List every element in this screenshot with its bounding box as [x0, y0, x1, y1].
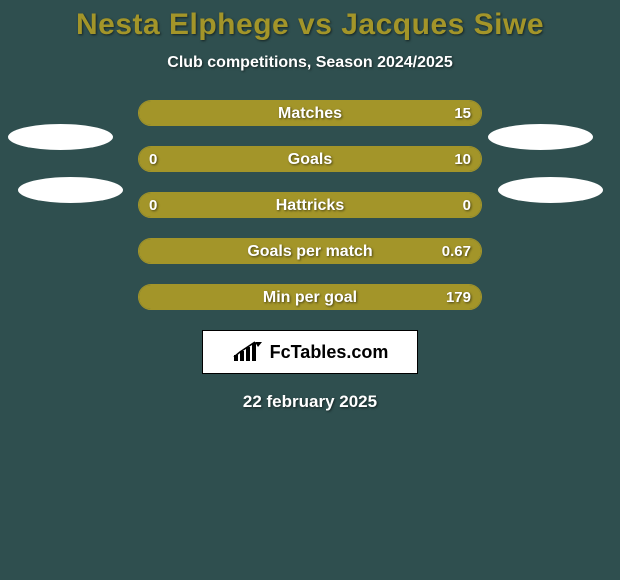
- date-line: 22 february 2025: [0, 392, 620, 412]
- player-left-ellipse-1: [8, 124, 113, 150]
- stat-label: Goals per match: [139, 239, 481, 264]
- stat-row: Matches15: [138, 100, 482, 126]
- stat-left-value: 0: [149, 193, 157, 218]
- player-right-ellipse-1: [488, 124, 593, 150]
- stat-row: Goals0 10: [138, 146, 482, 172]
- brand-box[interactable]: FcTables.com: [202, 330, 418, 374]
- subtitle: Club competitions, Season 2024/2025: [0, 54, 620, 72]
- stat-row: Min per goal179: [138, 284, 482, 310]
- comparison-card: Nesta Elphege vs Jacques Siwe Club compe…: [0, 0, 620, 580]
- player-left-ellipse-2: [18, 177, 123, 203]
- stat-right-value: 0: [463, 193, 471, 218]
- stats-container: Matches15Goals010Hattricks00Goals per ma…: [138, 100, 482, 310]
- bar-chart-icon: [232, 341, 266, 363]
- stat-right-value: 0.67: [442, 239, 471, 264]
- stat-label: Min per goal: [139, 285, 481, 310]
- stat-row: Hattricks0 0: [138, 192, 482, 218]
- page-title: Nesta Elphege vs Jacques Siwe: [0, 8, 620, 42]
- stat-right-value: 179: [446, 285, 471, 310]
- stat-left-value: 0: [149, 147, 157, 172]
- stat-right-value: 15: [454, 101, 471, 126]
- stat-right-value: 10: [454, 147, 471, 172]
- player-right-ellipse-2: [498, 177, 603, 203]
- stat-label: Hattricks: [139, 193, 481, 218]
- stat-label: Matches: [139, 101, 481, 126]
- stat-row: Goals per match0.67: [138, 238, 482, 264]
- stat-label: Goals: [139, 147, 481, 172]
- brand-text: FcTables.com: [270, 342, 389, 363]
